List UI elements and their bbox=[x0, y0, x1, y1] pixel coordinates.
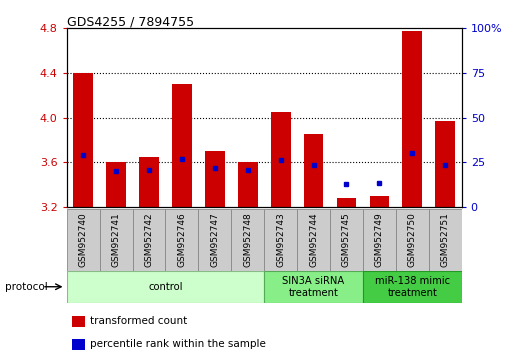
Text: GSM952751: GSM952751 bbox=[441, 212, 450, 267]
Text: transformed count: transformed count bbox=[90, 316, 187, 326]
Text: control: control bbox=[148, 282, 183, 292]
Bar bbox=[363, 271, 462, 303]
Text: GSM952747: GSM952747 bbox=[210, 212, 220, 267]
Bar bbox=[165, 209, 199, 271]
Text: protocol: protocol bbox=[5, 282, 48, 292]
Bar bbox=[67, 271, 264, 303]
Text: GDS4255 / 7894755: GDS4255 / 7894755 bbox=[67, 16, 194, 29]
Text: GSM952749: GSM952749 bbox=[375, 212, 384, 267]
Text: GSM952748: GSM952748 bbox=[243, 212, 252, 267]
Text: GSM952745: GSM952745 bbox=[342, 212, 351, 267]
Bar bbox=[271, 112, 290, 207]
Bar bbox=[139, 157, 159, 207]
Bar bbox=[67, 209, 100, 271]
Text: GSM952741: GSM952741 bbox=[111, 212, 121, 267]
Bar bbox=[264, 209, 297, 271]
Text: percentile rank within the sample: percentile rank within the sample bbox=[90, 339, 266, 349]
Bar bbox=[238, 162, 258, 207]
Bar bbox=[100, 209, 132, 271]
Bar bbox=[436, 121, 455, 207]
Bar bbox=[330, 209, 363, 271]
Bar bbox=[396, 209, 429, 271]
Text: GSM952746: GSM952746 bbox=[177, 212, 186, 267]
Bar bbox=[106, 162, 126, 207]
Bar bbox=[73, 73, 93, 207]
Text: GSM952740: GSM952740 bbox=[78, 212, 88, 267]
Text: GSM952750: GSM952750 bbox=[408, 212, 417, 267]
Bar bbox=[304, 135, 323, 207]
Bar bbox=[231, 209, 264, 271]
Text: GSM952742: GSM952742 bbox=[145, 212, 153, 267]
Text: GSM952744: GSM952744 bbox=[309, 212, 318, 267]
Bar bbox=[205, 151, 225, 207]
Bar bbox=[264, 271, 363, 303]
Bar bbox=[172, 84, 192, 207]
Bar bbox=[199, 209, 231, 271]
Bar bbox=[337, 198, 357, 207]
Bar bbox=[363, 209, 396, 271]
Bar bbox=[429, 209, 462, 271]
Text: SIN3A siRNA
treatment: SIN3A siRNA treatment bbox=[283, 276, 345, 298]
Bar bbox=[402, 30, 422, 207]
Text: GSM952743: GSM952743 bbox=[276, 212, 285, 267]
Text: miR-138 mimic
treatment: miR-138 mimic treatment bbox=[375, 276, 450, 298]
Bar bbox=[369, 196, 389, 207]
Bar bbox=[132, 209, 165, 271]
Bar bbox=[297, 209, 330, 271]
